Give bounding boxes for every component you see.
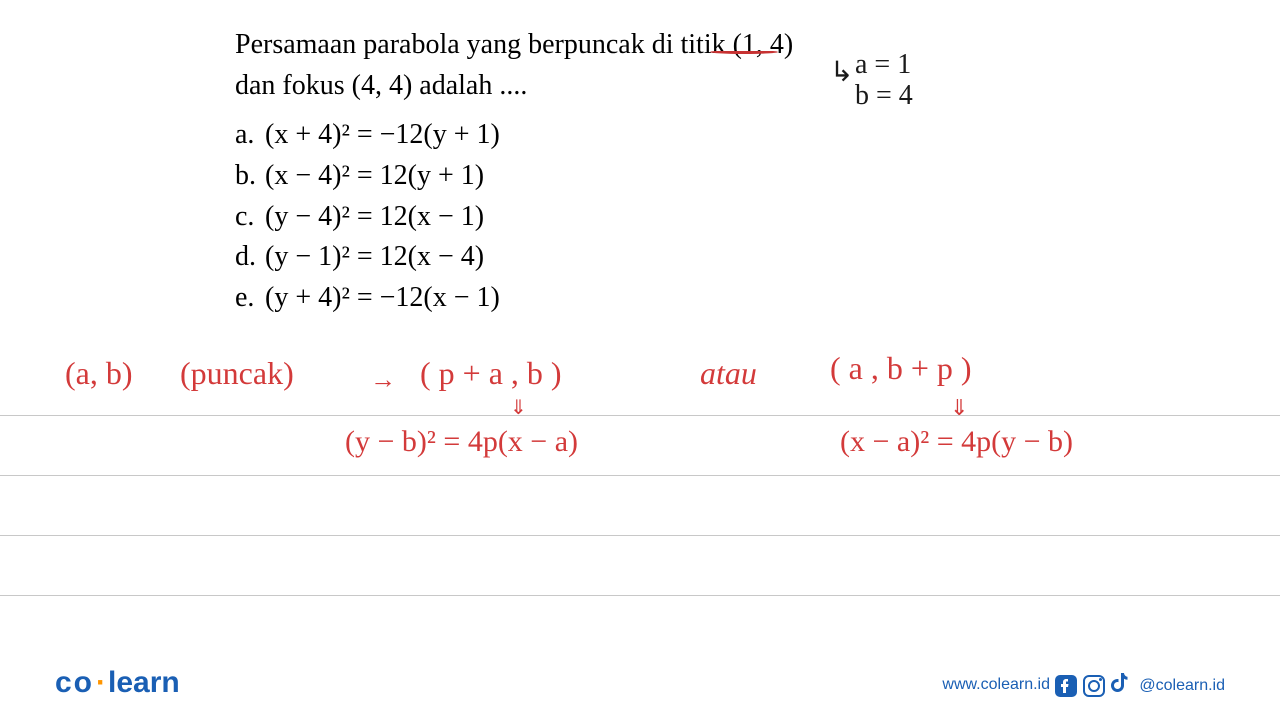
website-url: www.colearn.id: [942, 676, 1050, 694]
question-line1: Persamaan parabola yang berpuncak di tit…: [235, 25, 793, 64]
option-c: c.(y − 4)² = 12(x − 1): [235, 197, 793, 238]
tiktok-icon: [1111, 673, 1129, 698]
b-value: b = 4: [855, 81, 913, 112]
options-list: a.(x + 4)² = −12(y + 1) b.(x − 4)² = 12(…: [235, 115, 793, 318]
social-links: @colearn.id: [1055, 673, 1225, 698]
question-block: Persamaan parabola yang berpuncak di tit…: [235, 25, 793, 318]
a-value: a = 1: [855, 50, 913, 81]
arrow-down1-icon: ⇓: [510, 395, 527, 420]
arrow-down2-icon: ⇓: [950, 395, 968, 421]
hw-ab-point: (a, b): [65, 355, 133, 392]
notebook-line: [0, 475, 1280, 476]
option-d: d.(y − 1)² = 12(x − 4): [235, 237, 793, 278]
hw-equation1: (y − b)² = 4p(x − a): [345, 425, 578, 459]
facebook-icon: [1055, 675, 1077, 697]
option-b: b.(x − 4)² = 12(y + 1): [235, 156, 793, 197]
hw-puncak-label: (puncak): [180, 355, 294, 392]
logo-learn: learn: [108, 666, 180, 699]
brand-logo: co·learn: [55, 666, 180, 700]
ab-values: a = 1 b = 4: [855, 50, 913, 112]
hw-equation2: (x − a)² = 4p(y − b): [840, 425, 1073, 459]
hw-abp-point: ( a , b + p ): [830, 350, 972, 387]
instagram-icon: [1083, 675, 1105, 697]
notebook-line: [0, 535, 1280, 536]
option-a: a.(x + 4)² = −12(y + 1): [235, 115, 793, 156]
notebook-line: [0, 415, 1280, 416]
red-underline: [710, 50, 778, 54]
logo-co: co: [55, 666, 94, 699]
footer: co·learn www.colearn.id @colearn.id: [0, 660, 1280, 700]
social-handle: @colearn.id: [1139, 677, 1225, 695]
notebook-line: [0, 595, 1280, 596]
arrow-right-icon: →: [370, 365, 396, 395]
hw-atau-label: atau: [700, 355, 757, 392]
hw-pab-point: ( p + a , b ): [420, 355, 562, 392]
arrow-annotation-icon: ↳: [830, 55, 853, 89]
logo-dot-icon: ·: [94, 666, 108, 699]
question-line2: dan fokus (4, 4) adalah ....: [235, 66, 793, 105]
option-e: e.(y + 4)² = −12(x − 1): [235, 278, 793, 319]
